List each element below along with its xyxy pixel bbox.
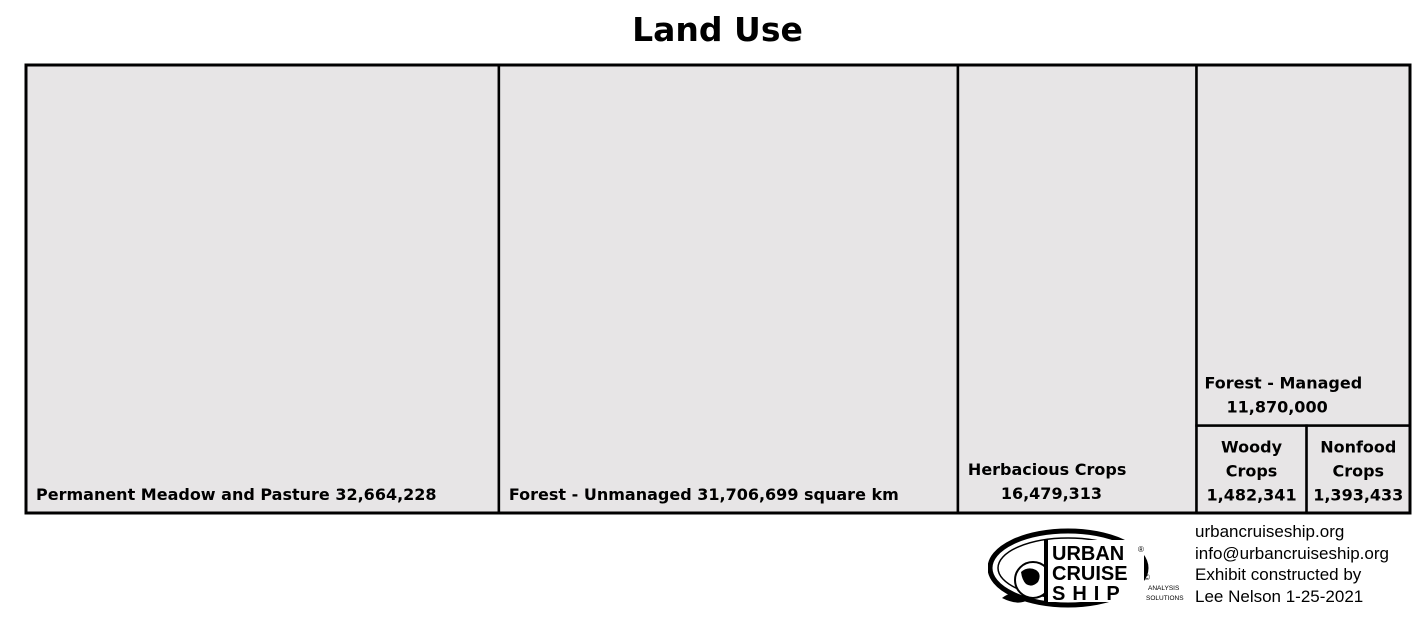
logo-line-ship: SHIP (1052, 583, 1127, 605)
footer-constructed-by: Exhibit constructed by (1195, 565, 1362, 584)
label-woody-crops-name-line2: Crops (1226, 462, 1278, 481)
logo-copyright-mark: © (1144, 573, 1150, 582)
chart-title: Land Use (632, 10, 803, 49)
tile-herbacious-crops (956, 63, 1198, 515)
label-herbacious-crops-name: Herbacious Crops (968, 460, 1126, 479)
footer-credits: urbancruiseship.org info@urbancruiseship… (1195, 521, 1389, 607)
logo-registered-mark: ® (1138, 545, 1144, 554)
tile-forest-unmanaged (497, 63, 960, 515)
label-woody-crops-name-line1: Woody (1221, 438, 1283, 457)
label-forest-managed-value: 11,870,000 (1226, 398, 1327, 417)
logo-line-urban: URBAN (1052, 543, 1124, 565)
label-nonfood-crops-name-line1: Nonfood (1320, 438, 1396, 457)
logo-line-cruise: CRUISE (1052, 563, 1128, 585)
tile-forest-managed (1195, 63, 1412, 427)
logo-subtext-analysis: ANALYSIS (1148, 585, 1180, 592)
label-herbacious-crops-value: 16,479,313 (1001, 484, 1102, 503)
label-nonfood-crops-value: 1,393,433 (1313, 486, 1403, 505)
footer-email: info@urbancruiseship.org (1195, 543, 1389, 563)
logo-subtext-solutions: SOLUTIONS (1146, 595, 1184, 602)
urban-cruise-ship-logo: URBAN CRUISE SHIP ® © ANALYSIS SOLUTIONS (987, 526, 1188, 610)
label-permanent-meadow-and-pasture: Permanent Meadow and Pasture 32,664,228 (36, 485, 437, 504)
label-woody-crops-value: 1,482,341 (1206, 486, 1296, 505)
footer-website: urbancruiseship.org (1195, 522, 1345, 541)
label-forest-managed-name: Forest - Managed (1205, 374, 1363, 393)
tile-permanent-meadow-and-pasture (24, 63, 501, 515)
footer-author-date: Lee Nelson 1-25-2021 (1195, 586, 1364, 606)
treemap-outer-border (24, 63, 1412, 515)
label-nonfood-crops-name-line2: Crops (1332, 462, 1384, 481)
label-forest-unmanaged: Forest - Unmanaged 31,706,699 square km (509, 485, 899, 504)
